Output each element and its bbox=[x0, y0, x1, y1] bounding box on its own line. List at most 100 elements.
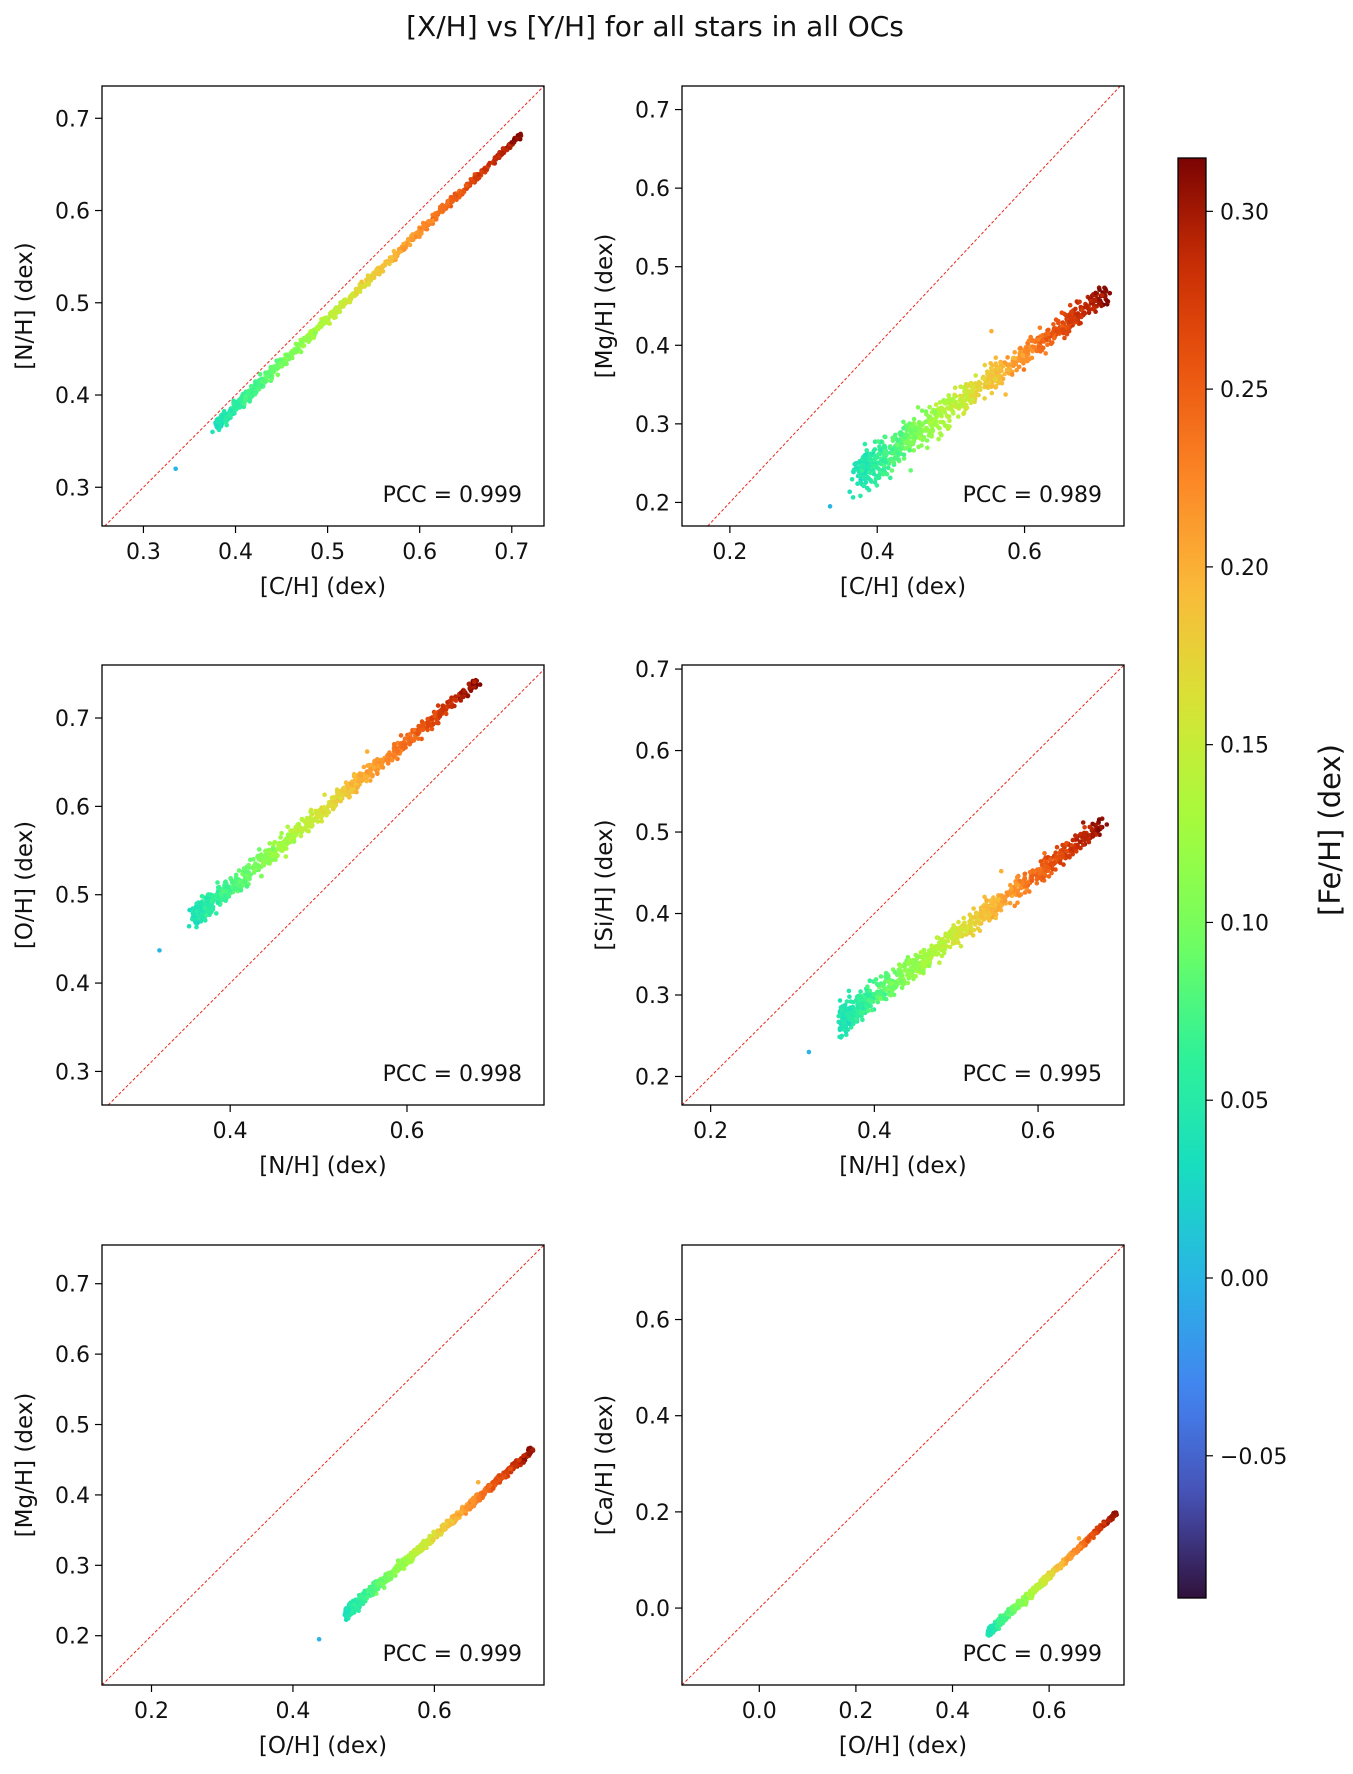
data-point bbox=[945, 414, 950, 420]
data-point bbox=[872, 991, 877, 997]
data-point bbox=[427, 1533, 433, 1539]
data-point bbox=[1036, 337, 1041, 342]
data-point bbox=[858, 493, 863, 499]
data-point bbox=[366, 768, 372, 774]
data-point bbox=[968, 916, 974, 922]
data-point bbox=[299, 817, 305, 823]
data-point bbox=[849, 477, 855, 482]
data-point bbox=[993, 912, 999, 917]
pcc-annotation: PCC = 0.999 bbox=[383, 483, 522, 508]
data-point bbox=[1073, 833, 1078, 838]
data-point bbox=[401, 1566, 407, 1571]
data-point bbox=[949, 928, 954, 933]
data-point bbox=[1078, 845, 1083, 851]
scatter-panel-cn: 0.3 0.4 0.5 0.6 0.70.30.40.50.60.7[C/H] (dex… bbox=[12, 85, 545, 600]
data-point bbox=[865, 1008, 871, 1014]
data-point bbox=[472, 175, 478, 180]
scatter-panel-cmg: 0.2 0.4 0.60.20.30.40.50.60.7[C/H] (dex)[M… bbox=[592, 85, 1125, 600]
data-point bbox=[976, 379, 982, 385]
data-point bbox=[1029, 873, 1035, 879]
data-point bbox=[389, 255, 394, 261]
data-point bbox=[865, 984, 870, 989]
data-point bbox=[933, 402, 939, 407]
data-point bbox=[1022, 876, 1028, 882]
data-point bbox=[283, 854, 289, 859]
scatter-points bbox=[827, 285, 1113, 509]
data-point bbox=[973, 373, 978, 378]
data-point bbox=[447, 699, 452, 704]
data-point bbox=[952, 933, 958, 939]
data-point bbox=[939, 432, 944, 438]
y-tick-label: 0.2 bbox=[635, 1065, 670, 1090]
data-point bbox=[209, 909, 214, 914]
outlier-point bbox=[364, 749, 370, 754]
data-point bbox=[901, 456, 907, 461]
data-point bbox=[409, 233, 415, 239]
data-point bbox=[1053, 850, 1058, 855]
data-point bbox=[875, 439, 881, 444]
data-point bbox=[471, 679, 477, 685]
data-point bbox=[378, 762, 384, 768]
data-point bbox=[1046, 874, 1052, 879]
data-point bbox=[911, 416, 917, 422]
data-point bbox=[328, 803, 334, 809]
data-point bbox=[992, 898, 997, 904]
data-point bbox=[242, 876, 248, 881]
data-point bbox=[1080, 820, 1086, 825]
data-point bbox=[238, 888, 244, 893]
data-point bbox=[1051, 860, 1057, 865]
data-point bbox=[377, 272, 382, 277]
data-point bbox=[1014, 367, 1019, 373]
axes-frame bbox=[101, 85, 545, 527]
data-point bbox=[867, 978, 873, 983]
data-point bbox=[358, 772, 364, 778]
data-point bbox=[890, 459, 896, 464]
data-point bbox=[459, 1506, 465, 1512]
data-point bbox=[890, 435, 895, 441]
data-point bbox=[1009, 372, 1015, 377]
data-point bbox=[1017, 878, 1022, 884]
data-point bbox=[469, 180, 474, 185]
data-point bbox=[897, 966, 902, 972]
data-point bbox=[984, 898, 989, 903]
data-point bbox=[514, 136, 520, 141]
data-point bbox=[927, 404, 932, 410]
data-point bbox=[492, 161, 498, 166]
data-point bbox=[308, 807, 314, 813]
data-point bbox=[883, 434, 888, 440]
data-point bbox=[901, 419, 906, 425]
data-point bbox=[1086, 310, 1092, 316]
data-point bbox=[326, 314, 332, 320]
data-point bbox=[1096, 827, 1101, 833]
data-point bbox=[421, 1538, 426, 1544]
data-point bbox=[844, 999, 850, 1004]
data-point bbox=[1024, 354, 1029, 360]
data-point bbox=[369, 1590, 375, 1596]
data-point bbox=[425, 716, 431, 722]
data-point bbox=[406, 1559, 412, 1564]
data-point bbox=[343, 1610, 349, 1615]
data-point bbox=[223, 898, 228, 903]
data-point bbox=[841, 1023, 847, 1029]
data-point bbox=[841, 1020, 847, 1025]
data-point bbox=[889, 468, 895, 473]
x-tick-label: 0.6 bbox=[1007, 540, 1042, 565]
data-point bbox=[345, 783, 350, 789]
data-point bbox=[275, 365, 281, 371]
data-point bbox=[907, 957, 912, 963]
data-point bbox=[530, 1447, 536, 1452]
data-point bbox=[1070, 837, 1076, 843]
data-point bbox=[362, 1594, 367, 1600]
data-point bbox=[388, 753, 394, 758]
y-tick-label: 0.2 bbox=[55, 1625, 90, 1650]
data-point bbox=[1067, 313, 1072, 318]
data-point bbox=[411, 1552, 417, 1557]
data-point bbox=[299, 826, 305, 831]
data-point bbox=[951, 403, 957, 409]
data-point bbox=[837, 998, 843, 1003]
data-point bbox=[354, 1606, 360, 1611]
data-point bbox=[359, 778, 365, 783]
data-point bbox=[227, 888, 233, 894]
data-point bbox=[993, 902, 998, 908]
data-point bbox=[367, 276, 372, 282]
